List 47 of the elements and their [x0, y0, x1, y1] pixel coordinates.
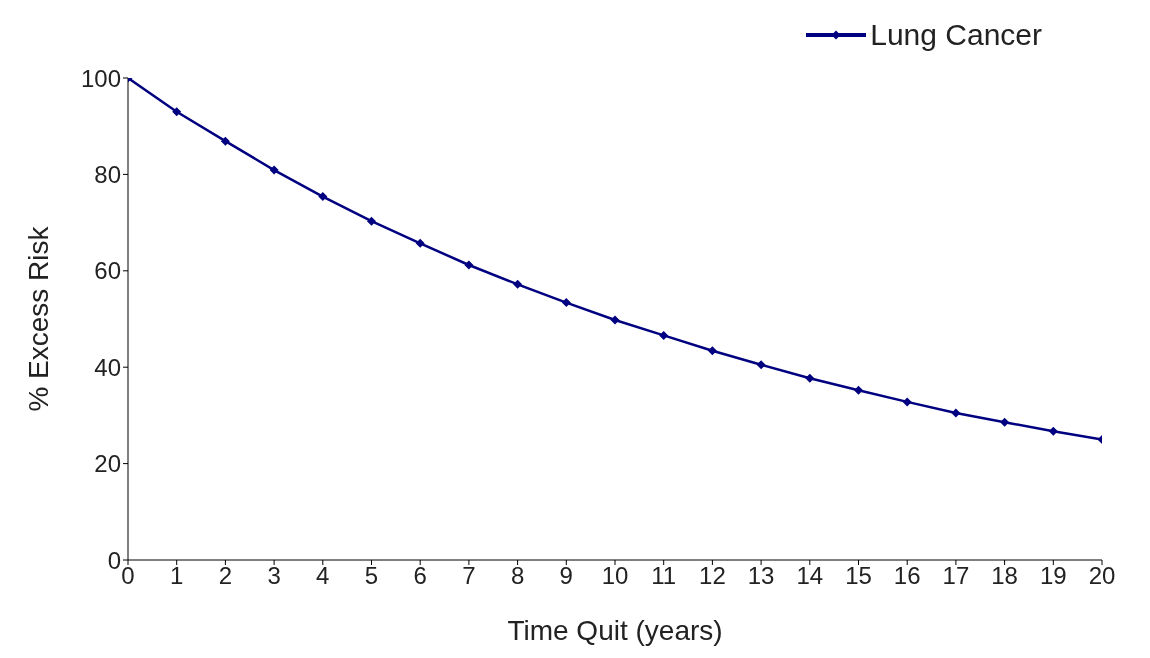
- y-tick-label: 80: [94, 160, 121, 188]
- point: [805, 373, 815, 383]
- point: [756, 360, 766, 370]
- x-tick-label: 15: [845, 562, 872, 590]
- point: [464, 260, 474, 270]
- point: [1048, 426, 1058, 436]
- point: [561, 298, 571, 308]
- point: [659, 330, 669, 340]
- x-tick-label: 9: [559, 562, 573, 590]
- point: [415, 238, 425, 248]
- x-axis-title: Time Quit (years): [507, 615, 723, 646]
- point: [707, 346, 717, 356]
- point: [610, 315, 620, 325]
- x-tick-label: 18: [991, 562, 1018, 590]
- point: [220, 136, 230, 146]
- point: [269, 165, 279, 175]
- point: [1000, 417, 1010, 427]
- x-tick-label: 12: [699, 562, 726, 590]
- point: [172, 107, 182, 117]
- point: [367, 216, 376, 226]
- x-tick-label: 19: [1039, 562, 1067, 590]
- y-tick-label: 20: [94, 450, 121, 478]
- legend-label: Lung Cancer: [870, 18, 1042, 52]
- x-tick-label: 10: [601, 562, 629, 590]
- point: [513, 279, 523, 289]
- x-tick-label: 16: [893, 562, 921, 590]
- y-axis-title: % Excess Risk: [22, 225, 54, 412]
- y-tick-label: 100: [80, 64, 121, 92]
- x-tick-label: 3: [267, 562, 281, 590]
- x-tick-label: 7: [462, 562, 476, 590]
- x-tick-label: 1: [170, 562, 184, 590]
- x-tick-label: 17: [942, 562, 970, 590]
- point: [318, 192, 328, 202]
- point: [854, 385, 863, 395]
- x-tick-label: 20: [1088, 562, 1116, 590]
- x-tick-label: 4: [316, 562, 330, 590]
- x-tick-label: 14: [796, 562, 824, 590]
- point: [951, 408, 961, 418]
- x-tick-label: 13: [747, 562, 775, 590]
- x-tick-label: 8: [510, 562, 525, 590]
- x-tick-label: 6: [413, 562, 427, 590]
- x-tick-label: 11: [651, 562, 677, 590]
- x-tick-label: 2: [218, 562, 233, 590]
- y-tick-label: 60: [94, 257, 121, 285]
- x-tick-label: 5: [364, 562, 379, 590]
- y-tick-label: 40: [94, 353, 121, 381]
- point: [902, 397, 912, 407]
